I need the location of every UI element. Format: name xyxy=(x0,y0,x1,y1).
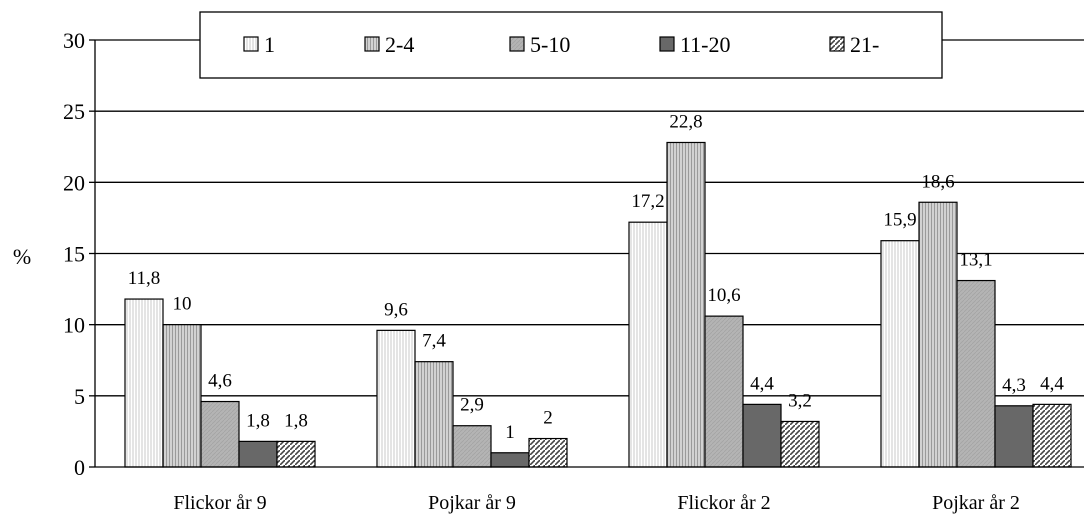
data-label: 3,2 xyxy=(788,390,812,411)
bar-5-10-4 xyxy=(956,279,996,468)
data-label: 2 xyxy=(543,408,553,429)
data-label: 18,6 xyxy=(921,171,954,192)
data-label: 4,6 xyxy=(208,371,232,392)
y-axis: % 0 5 10 15 20 25 30 xyxy=(13,28,96,480)
data-label: 11,8 xyxy=(128,268,161,289)
y-tick-label: 5 xyxy=(74,384,85,409)
legend-swatch xyxy=(364,36,380,52)
x-category-label: Flickor år 9 xyxy=(173,492,266,514)
bar-series: 11,8 10 4,6 1,8 1,8 9,6 7,4 2,9 1 2 17,2 22,8 10,6 4,… xyxy=(124,111,1072,468)
data-label: 13,1 xyxy=(959,250,992,271)
legend-label: 2-4 xyxy=(385,32,414,57)
bar-11-20-4 xyxy=(994,405,1034,468)
legend-swatch xyxy=(829,36,845,52)
x-category-label: Pojkar år 9 xyxy=(428,492,516,514)
x-category-label: Pojkar år 2 xyxy=(932,492,1020,514)
legend-swatch xyxy=(243,36,259,52)
data-label: 17,2 xyxy=(631,191,664,212)
data-label: 9,6 xyxy=(384,299,408,320)
data-label: 1,8 xyxy=(284,410,308,431)
bar-2-4-3 xyxy=(666,141,706,468)
bar-21--3 xyxy=(780,420,820,468)
data-label: 2,9 xyxy=(460,395,484,416)
data-label: 1,8 xyxy=(246,410,270,431)
bar-2-4-1 xyxy=(162,324,202,468)
bar-1-4 xyxy=(880,240,920,468)
y-tick-label: 20 xyxy=(63,170,85,195)
x-axis: Flickor år 9 Pojkar år 9 Flickor år 2 Pojka… xyxy=(95,466,1084,514)
data-label: 4,3 xyxy=(1002,375,1026,396)
legend: 1 2-4 5-10 11-20 21- xyxy=(199,11,943,79)
legend-swatch xyxy=(659,36,675,52)
data-label: 4,4 xyxy=(750,373,774,394)
legend-box xyxy=(199,11,943,79)
bar-11-20-1 xyxy=(238,440,278,468)
bar-1-2 xyxy=(376,329,416,468)
bar-21--1 xyxy=(276,440,316,468)
bar-5-10-1 xyxy=(200,400,240,468)
data-label: 10 xyxy=(173,294,192,315)
bar-2-4-2 xyxy=(414,361,454,468)
bar-11-20-2 xyxy=(490,452,530,468)
bar-1-3 xyxy=(628,221,668,468)
y-tick-label: 30 xyxy=(63,28,85,53)
legend-label: 21- xyxy=(850,32,879,57)
x-category-label: Flickor år 2 xyxy=(677,492,770,514)
bar-5-10-2 xyxy=(452,425,492,468)
y-tick-label: 10 xyxy=(63,313,85,338)
data-label: 4,4 xyxy=(1040,373,1064,394)
data-label: 15,9 xyxy=(883,210,916,231)
bar-21--4 xyxy=(1032,403,1072,468)
legend-label: 11-20 xyxy=(680,32,731,57)
bar-2-4-4 xyxy=(918,201,958,468)
y-axis-label: % xyxy=(13,244,31,269)
bar-11-20-3 xyxy=(742,403,782,468)
data-label: 10,6 xyxy=(707,285,740,306)
data-label: 22,8 xyxy=(669,111,702,132)
legend-label: 1 xyxy=(264,32,275,57)
legend-label: 5-10 xyxy=(530,32,570,57)
y-tick-label: 0 xyxy=(74,455,85,480)
data-label: 1 xyxy=(505,422,515,443)
bar-1-1 xyxy=(124,298,164,468)
y-tick-label: 25 xyxy=(63,99,85,124)
data-label: 7,4 xyxy=(422,331,446,352)
bar-21--2 xyxy=(528,437,568,468)
bar-5-10-3 xyxy=(704,315,744,468)
legend-swatch xyxy=(509,36,525,52)
y-tick-label: 15 xyxy=(63,242,85,267)
